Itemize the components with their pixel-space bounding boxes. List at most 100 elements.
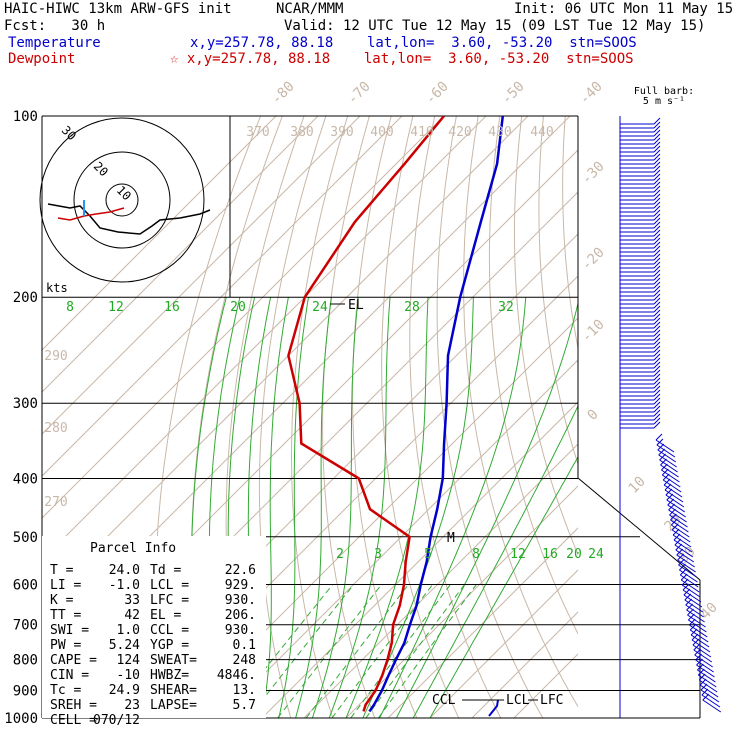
parcel-info-label: SWEAT= — [150, 653, 197, 668]
potential-temperature-label: 430 — [488, 125, 511, 140]
parcel-info-label: SHEAR= — [150, 683, 197, 698]
parcel-info-background — [42, 536, 266, 718]
parcel-info-value: 248 — [233, 653, 256, 668]
wind-barb-flag — [653, 337, 661, 345]
dewpoint-location-info: ☆ x,y=257.78, 88.18 lat,lon= 3.60, -53.2… — [170, 51, 634, 67]
wind-barb-flag — [653, 185, 661, 193]
wind-barb-flag — [653, 209, 661, 217]
wind-barb-flag — [653, 409, 661, 417]
full-barb-label: Full barb: — [634, 86, 694, 97]
parcel-info-value: 33 — [124, 593, 140, 608]
wind-barb-flag — [653, 129, 661, 137]
ccl-label: CCL — [432, 693, 456, 708]
parcel-info-label: HWBZ= — [150, 668, 189, 683]
wind-barb-flag — [653, 373, 661, 381]
parcel-info-value: 13. — [233, 683, 256, 698]
wind-barb-flag — [653, 405, 661, 413]
wind-barb — [670, 519, 689, 533]
wind-barb-flag — [653, 341, 661, 349]
isotherm-line — [42, 116, 319, 393]
full-barb-value: 5 m s⁻¹ — [643, 96, 685, 107]
mixing-ratio-label: 5 — [424, 547, 432, 562]
wind-barb-flag — [653, 169, 661, 177]
parcel-info-title: Parcel Info — [90, 541, 176, 556]
isotherm-label: -20 — [579, 245, 608, 274]
wind-barb-flag — [653, 273, 661, 281]
moist-adiabat-line — [412, 404, 578, 718]
wind-barb — [698, 679, 718, 693]
potential-temperature-label: 370 — [246, 125, 269, 140]
isotherm-label: -10 — [579, 317, 608, 346]
isotherm-line — [471, 611, 578, 718]
isotherm-line — [303, 443, 578, 718]
parcel-info-value: 42 — [124, 608, 140, 623]
wind-barb-flag — [653, 305, 661, 313]
sounding-curves — [287, 116, 505, 717]
hodograph-ring — [39, 117, 205, 283]
lcl-label: LCL — [506, 693, 530, 708]
wind-barb — [658, 454, 677, 468]
hodograph-ring — [73, 151, 171, 249]
isotherm-label: -40 — [577, 79, 606, 108]
parcel-info-label: LFC = — [150, 593, 189, 608]
parcel-info-value: 24.9 — [109, 683, 140, 698]
pressure-tick-label: 300 — [13, 396, 38, 412]
wind-barb — [662, 479, 682, 493]
mixing-ratio-label: 12 — [510, 547, 526, 562]
wind-barb — [696, 664, 715, 678]
moist-adiabat-label: 24 — [312, 300, 328, 315]
wind-barb-flag — [653, 137, 661, 145]
wind-barb — [685, 604, 704, 618]
wind-barb — [679, 569, 698, 583]
wind-barb-flag — [653, 161, 661, 169]
wind-barb — [699, 684, 719, 698]
wind-barb-flag — [663, 478, 671, 486]
dry-adiabat-line — [718, 116, 740, 718]
wind-barb-flag — [677, 553, 684, 561]
wind-barb — [674, 544, 694, 558]
moist-adiabat-label: 20 — [230, 300, 246, 315]
wind-barb-flag — [653, 277, 661, 285]
dry-adiabat-line — [674, 116, 740, 718]
pressure-tick-label: 1000 — [4, 711, 38, 727]
wind-barb-flag — [653, 357, 661, 365]
wind-barb-flag — [653, 353, 661, 361]
wind-barb — [660, 464, 679, 478]
parcel-info-label: T = — [50, 563, 74, 578]
wind-barb-flag — [683, 588, 691, 596]
wind-barb — [666, 499, 686, 513]
parcel-info-value: 5.24 — [109, 638, 140, 653]
potential-temperature-label: 390 — [330, 125, 353, 140]
wind-barb-flag — [674, 538, 682, 546]
wind-barb — [659, 459, 678, 473]
wind-barb-flag — [653, 365, 661, 373]
isotherm-line — [387, 527, 578, 718]
wind-barb-flag — [653, 285, 661, 293]
wind-barb-flag — [676, 548, 684, 556]
wind-barb-flag — [653, 369, 661, 377]
wind-barb-flag — [695, 653, 702, 661]
wind-barb-flag — [653, 197, 661, 205]
wind-barb — [656, 444, 676, 458]
wind-barb-flag — [653, 381, 661, 389]
wind-barb-flag — [670, 518, 678, 526]
valid-time: Valid: 12 UTC Tue 12 May 15 (09 LST Tue … — [284, 18, 706, 34]
wind-barb-flag — [686, 603, 693, 611]
wind-barb-flag — [653, 293, 661, 301]
dry-adiabat-line — [409, 116, 502, 718]
wind-barb — [677, 559, 696, 573]
organization-label: NCAR/MMM — [276, 1, 344, 17]
wind-barb-flag — [655, 433, 663, 441]
wind-barb-flag — [653, 189, 661, 197]
wind-barb-flag — [653, 153, 661, 161]
isotherm-label: -60 — [423, 79, 452, 108]
wind-barb-flag — [653, 149, 661, 157]
wind-barb-flag — [693, 643, 701, 651]
parcel-info-label: YGP = — [150, 638, 189, 653]
mixing-ratio-label: 16 — [542, 547, 558, 562]
wind-barb-flag — [653, 157, 661, 165]
wind-barb-flag — [699, 678, 707, 686]
parcel-info-label: EL = — [150, 608, 181, 623]
wind-barb-flag — [653, 413, 661, 421]
